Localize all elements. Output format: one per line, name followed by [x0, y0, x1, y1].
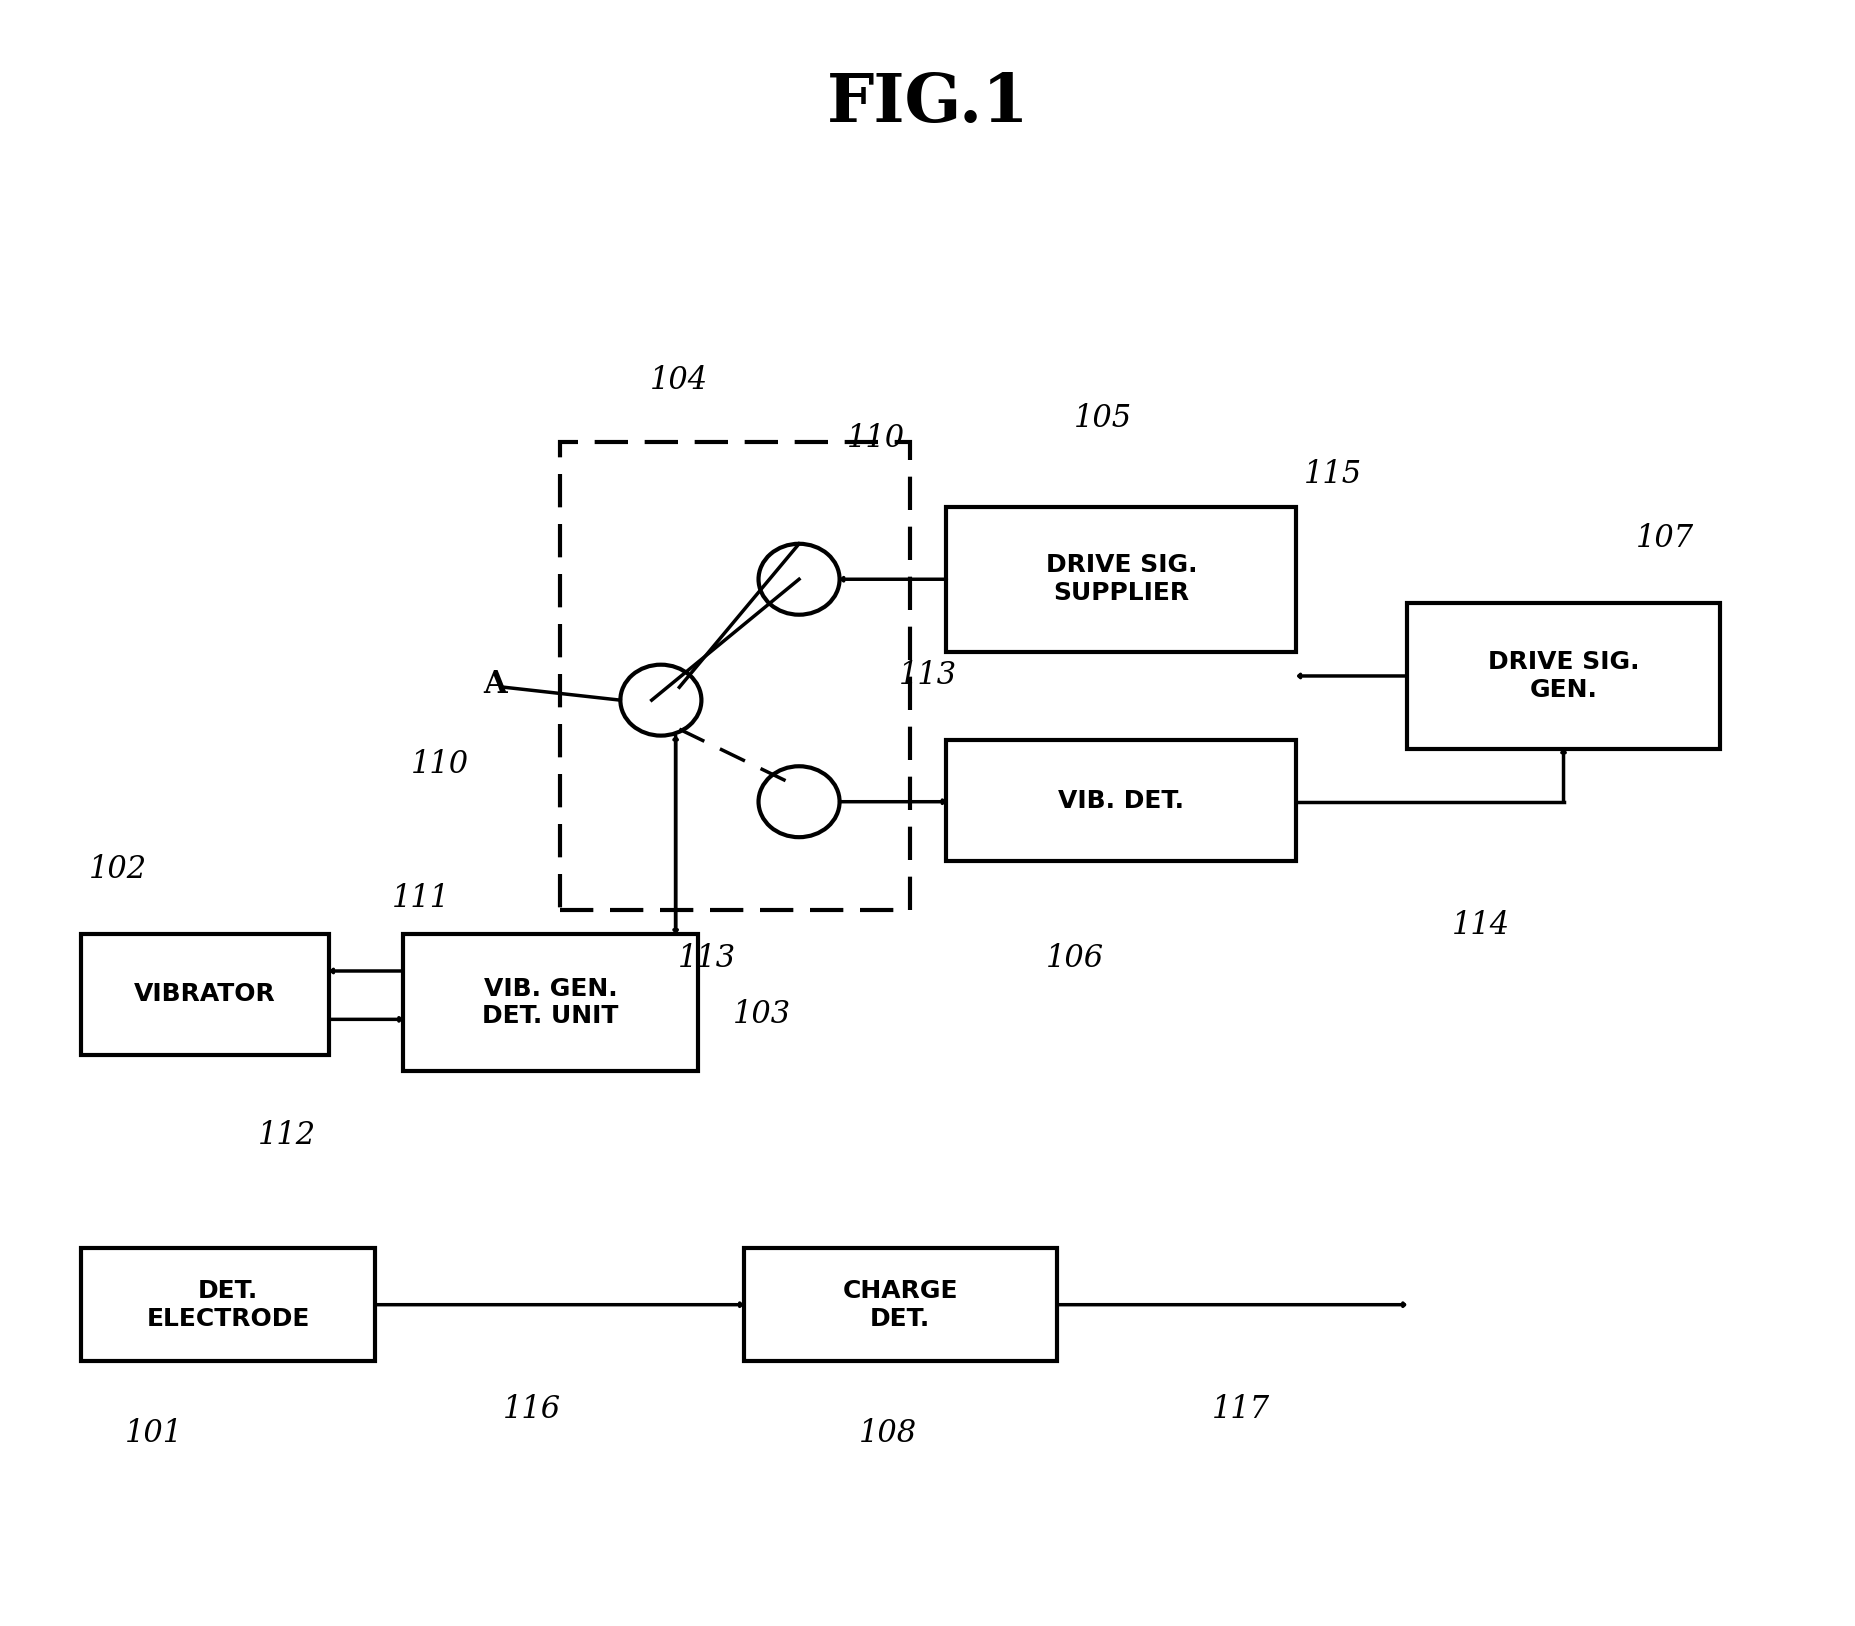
Text: DET.
ELECTRODE: DET. ELECTRODE — [147, 1278, 310, 1330]
Text: 107: 107 — [1634, 524, 1694, 554]
Text: 103: 103 — [733, 998, 790, 1029]
Text: DRIVE SIG.
SUPPLIER: DRIVE SIG. SUPPLIER — [1044, 553, 1196, 605]
Text: 104: 104 — [649, 366, 709, 397]
Text: 105: 105 — [1074, 403, 1132, 434]
Text: 110: 110 — [848, 423, 905, 455]
Text: 106: 106 — [1046, 943, 1104, 974]
Text: 114: 114 — [1451, 911, 1508, 941]
FancyBboxPatch shape — [1406, 603, 1720, 748]
Text: 108: 108 — [859, 1418, 916, 1449]
Text: VIBRATOR: VIBRATOR — [134, 982, 276, 1006]
Text: FIG.1: FIG.1 — [825, 72, 1030, 137]
Text: 113: 113 — [898, 660, 957, 691]
FancyBboxPatch shape — [946, 740, 1297, 862]
FancyBboxPatch shape — [744, 1249, 1055, 1361]
FancyBboxPatch shape — [946, 507, 1297, 652]
FancyBboxPatch shape — [80, 933, 328, 1055]
Text: VIB. GEN.
DET. UNIT: VIB. GEN. DET. UNIT — [482, 977, 618, 1028]
Text: 110: 110 — [410, 750, 469, 780]
Text: 112: 112 — [258, 1120, 315, 1151]
Text: 117: 117 — [1211, 1393, 1269, 1424]
Text: VIB. DET.: VIB. DET. — [1057, 789, 1183, 813]
Text: DRIVE SIG.
GEN.: DRIVE SIG. GEN. — [1488, 650, 1638, 702]
FancyBboxPatch shape — [403, 933, 697, 1072]
Text: 102: 102 — [89, 854, 147, 885]
Text: 113: 113 — [677, 943, 736, 974]
Circle shape — [759, 543, 838, 615]
Text: A: A — [482, 668, 506, 699]
Text: 116: 116 — [503, 1393, 560, 1424]
Text: 101: 101 — [124, 1418, 184, 1449]
Circle shape — [620, 665, 701, 735]
Text: 111: 111 — [391, 883, 451, 914]
Text: 115: 115 — [1304, 459, 1362, 489]
FancyBboxPatch shape — [80, 1249, 375, 1361]
Circle shape — [759, 766, 838, 837]
Text: CHARGE
DET.: CHARGE DET. — [842, 1278, 957, 1330]
